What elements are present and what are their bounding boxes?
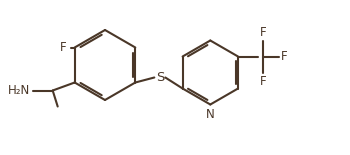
Text: F: F	[60, 41, 66, 54]
Text: S: S	[156, 71, 164, 84]
Text: F: F	[260, 26, 266, 38]
Text: F: F	[281, 50, 288, 63]
Text: H₂N: H₂N	[7, 84, 30, 97]
Text: N: N	[206, 108, 215, 120]
Text: F: F	[260, 75, 266, 88]
